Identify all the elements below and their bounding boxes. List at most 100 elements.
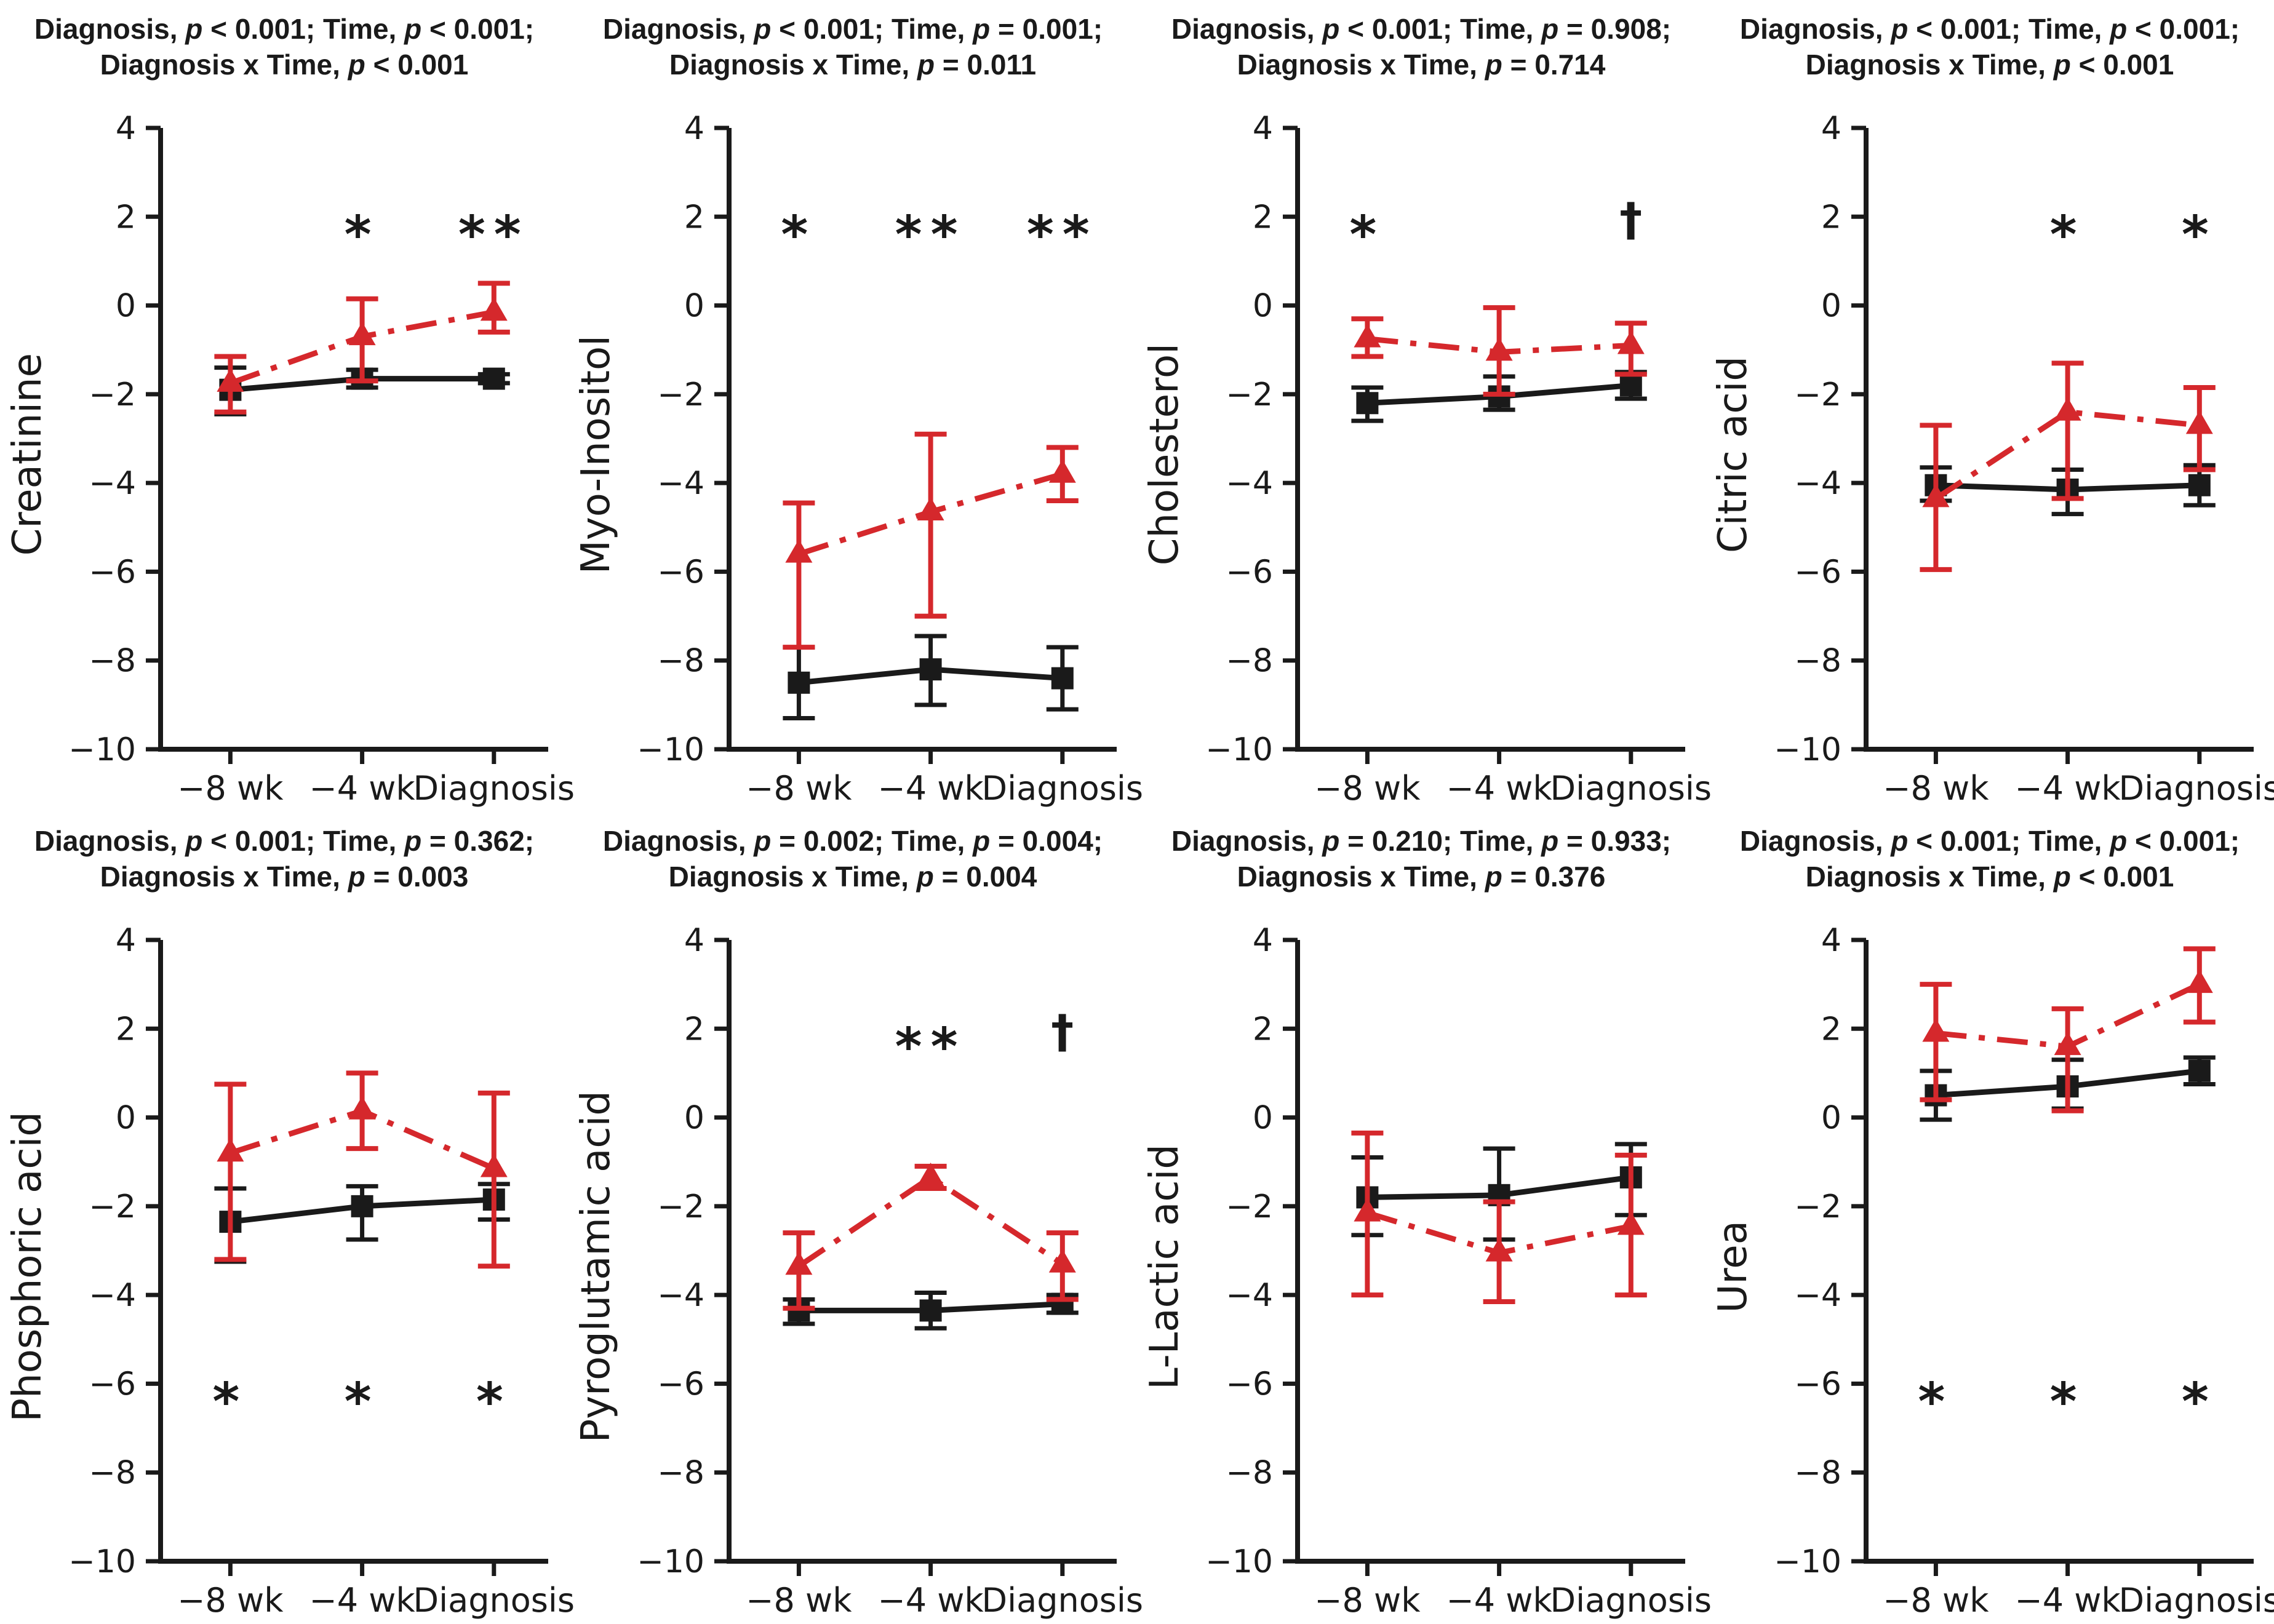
x-tick-label: −8 wk [1883, 769, 1989, 808]
y-tick-label: −10 [637, 731, 704, 768]
y-tick-label: 2 [1253, 199, 1273, 236]
y-axis-label-text: L-Lactic acid [1142, 1144, 1187, 1390]
y-axis-label-text: Pyroglutamic acid [573, 1090, 619, 1443]
x-tick-label: −8 wk [746, 769, 852, 808]
red-triangle-marker [1485, 1238, 1513, 1262]
x-tick-label: Diagnosis [2119, 1581, 2274, 1620]
red-triangle-marker [1617, 330, 1645, 354]
panel-pyroglutamic-acid: Diagnosis, p = 0.002; Time, p = 0.004; Di… [568, 812, 1143, 1624]
red-triangle-marker [2185, 969, 2213, 993]
panel-title-line: Diagnosis x Time, p < 0.001 [100, 49, 469, 81]
red-dashdot-line [797, 1174, 1064, 1268]
y-tick-label: −8 [1226, 643, 1273, 680]
y-tick-label: −10 [1774, 1543, 1841, 1580]
panel-title-line: Diagnosis, p < 0.001; Time, p = 0.001; [602, 13, 1103, 45]
y-tick-label: −2 [1226, 376, 1273, 413]
panel-myo-inositol: Diagnosis, p < 0.001; Time, p = 0.001; Di… [568, 0, 1143, 812]
black-square-marker [2188, 474, 2211, 496]
y-tick-label: 4 [1253, 922, 1273, 959]
y-tick-label: 2 [116, 1011, 136, 1048]
red-series [1920, 946, 2216, 1113]
y-tick-label: 0 [1253, 1100, 1273, 1137]
y-tick-label: −8 [1794, 643, 1841, 680]
red-triangle-marker [2054, 397, 2081, 421]
panel-title: Diagnosis, p < 0.001; Time, p < 0.001; Di… [1706, 0, 2274, 97]
x-tick-label: −4 wk [309, 769, 415, 808]
y-tick-label: 4 [684, 110, 704, 147]
panel-title-line: Diagnosis, p = 0.210; Time, p = 0.933; [1171, 825, 1672, 857]
y-axis-label: Phosphoric acid [0, 909, 55, 1624]
significance-marker: * [1349, 204, 1385, 265]
y-axis-label-text: Cholesterol [1142, 343, 1187, 566]
significance-marker: * [2182, 1371, 2217, 1431]
red-triangle-marker [1354, 1198, 1381, 1222]
black-square-marker [351, 1195, 373, 1217]
y-tick-label: −10 [1205, 731, 1273, 768]
significance-marker: * [345, 204, 380, 265]
panel-title-line: Diagnosis x Time, p = 0.004 [668, 861, 1037, 893]
y-axis-label-text: Creatinine [5, 353, 50, 556]
y-tick-label: 4 [116, 110, 136, 147]
y-tick-label: −6 [1226, 554, 1273, 591]
y-tick-label: 2 [684, 1011, 704, 1048]
significance-marker: † [1619, 193, 1642, 246]
y-tick-label: 2 [116, 199, 136, 236]
panel-l-lactic-acid: Diagnosis, p = 0.210; Time, p = 0.933; Di… [1137, 812, 1712, 1624]
y-tick-label: 0 [684, 1100, 704, 1137]
y-tick-label: −4 [1794, 1277, 1841, 1314]
y-axis-label: Citric acid [1706, 97, 1761, 812]
significance-marker: ** [895, 1016, 967, 1077]
red-triangle-marker [217, 368, 244, 392]
y-tick-label: −8 [657, 643, 704, 680]
black-square-marker [1619, 374, 1642, 397]
red-triangle-marker [480, 297, 508, 321]
y-tick-label: 0 [116, 288, 136, 325]
y-tick-label: 2 [684, 199, 704, 236]
y-tick-label: 0 [1821, 288, 1841, 325]
red-series [214, 281, 510, 415]
y-axis-label-text: Citric acid [1710, 356, 1756, 553]
y-axis-label: Myo-Inositol [568, 97, 624, 812]
red-triangle-marker [785, 1251, 813, 1275]
significance-marker: ** [458, 204, 530, 265]
x-tick-label: −4 wk [1446, 769, 1552, 808]
y-tick-label: −6 [1794, 1366, 1841, 1403]
significance-marker: ** [1027, 204, 1098, 265]
y-tick-label: −4 [89, 465, 136, 502]
black-series [214, 1182, 510, 1264]
x-tick-label: Diagnosis [413, 1581, 575, 1620]
panel-title: Diagnosis, p < 0.001; Time, p < 0.001; Di… [1706, 812, 2274, 909]
y-tick-label: −8 [89, 1455, 136, 1492]
x-tick-label: Diagnosis [1550, 769, 1712, 808]
panel-title-line: Diagnosis, p < 0.001; Time, p < 0.001; [1739, 13, 2240, 45]
panel-title: Diagnosis, p < 0.001; Time, p < 0.001; Di… [0, 0, 568, 97]
red-triangle-marker [1048, 1249, 1076, 1273]
panel-title: Diagnosis, p < 0.001; Time, p = 0.001; Di… [568, 0, 1137, 97]
y-axis-label-text: Myo-Inositol [573, 335, 619, 575]
red-triangle-marker [348, 1096, 376, 1120]
panel-title-line: Diagnosis x Time, p < 0.001 [1805, 49, 2174, 81]
significance-marker: * [1918, 1371, 1953, 1431]
significance-marker: * [781, 204, 816, 265]
y-axis-label: Pyroglutamic acid [568, 909, 624, 1624]
red-triangle-marker [785, 539, 813, 563]
y-axis-label: L-Lactic acid [1137, 909, 1192, 1624]
y-tick-label: −6 [89, 1366, 136, 1403]
y-tick-label: −2 [1226, 1188, 1273, 1225]
y-tick-label: −6 [1794, 554, 1841, 591]
panel-title-line: Diagnosis x Time, p = 0.714 [1237, 49, 1606, 81]
y-tick-label: 4 [684, 922, 704, 959]
y-tick-label: −4 [657, 465, 704, 502]
y-tick-label: 0 [684, 288, 704, 325]
red-triangle-marker [1922, 1018, 1950, 1042]
x-tick-label: −8 wk [746, 1581, 852, 1620]
significance-marker: * [2182, 204, 2217, 265]
y-tick-label: −2 [657, 1188, 704, 1225]
